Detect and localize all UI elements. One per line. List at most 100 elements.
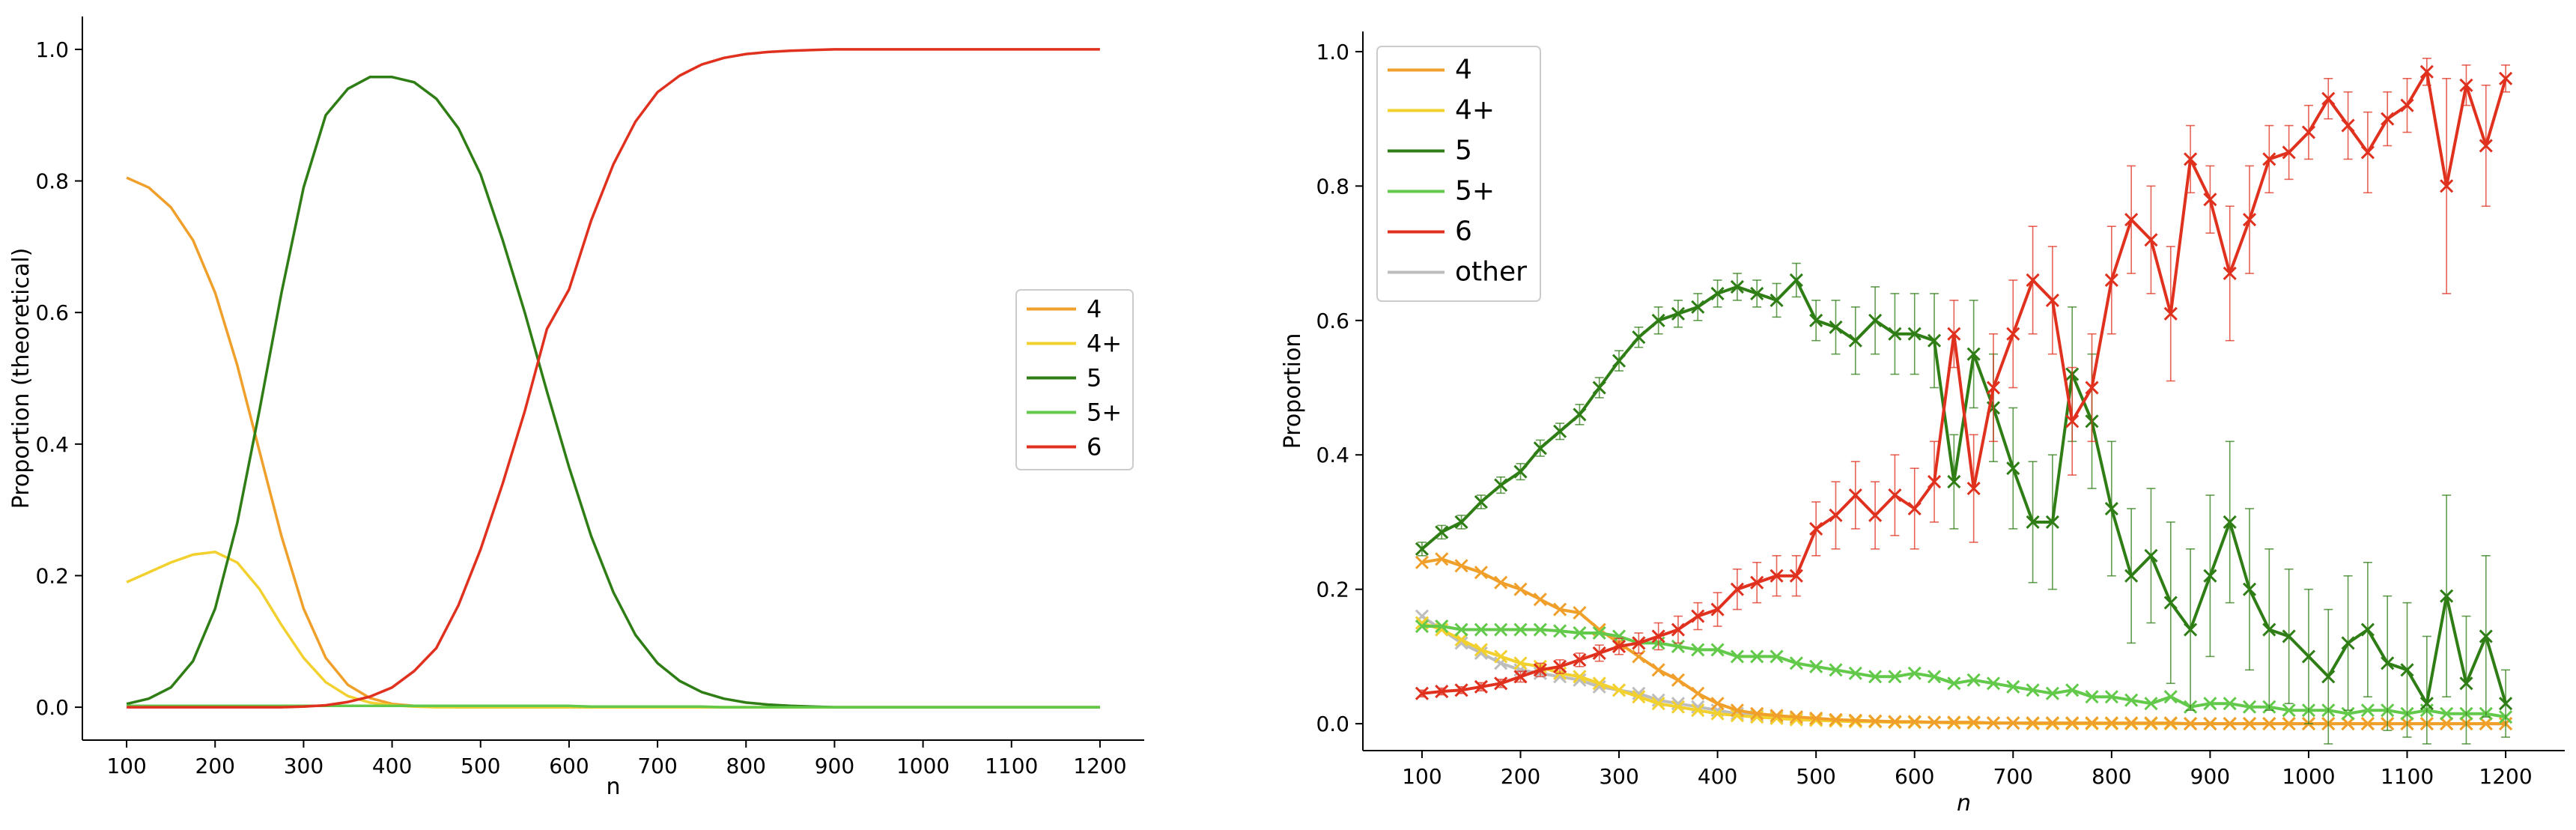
data-point-marker [1770,293,1784,307]
series-4 [126,176,1100,709]
series-line-4plus [126,551,1100,709]
data-point-marker [2242,700,2257,714]
data-point-marker [2360,717,2375,731]
data-point-marker [1770,569,1784,583]
data-point-marker [1966,347,1981,361]
data-point-marker [1868,670,1883,684]
data-point-marker [1671,306,1686,321]
data-point-marker [1573,408,1587,422]
data-point-marker [1691,703,1705,718]
data-point-marker [2419,64,2434,79]
data-point-marker [1927,475,1942,489]
data-point-marker [1435,619,1449,634]
data-point-marker [2184,717,2198,731]
data-point-marker [2459,676,2473,691]
data-point-marker [1592,676,1606,691]
legend-label: 5 [1455,136,1472,166]
data-point-marker [2242,213,2257,227]
data-point-marker [1553,624,1567,638]
data-point-marker [2301,125,2316,139]
data-point-marker [1710,286,1725,300]
data-point-marker [1809,711,1823,725]
data-point-marker [1927,333,1942,348]
x-tick-label: 600 [549,754,589,778]
data-point-marker [1435,525,1449,539]
data-point-marker [1671,700,1686,714]
data-point-marker [1750,649,1764,664]
data-point-marker [1829,320,1843,334]
y-tick-label: 0.0 [1316,712,1349,736]
data-point-marker [1513,656,1528,670]
data-point-marker [2144,697,2158,711]
data-point-marker [2104,690,2118,704]
data-point-marker [1691,609,1705,623]
data-point-marker [1651,313,1665,327]
data-point-marker [2360,622,2375,637]
data-point-marker [2203,193,2217,207]
data-point-marker [1888,488,1902,503]
data-point-marker [1553,602,1567,617]
data-point-marker [1651,663,1665,677]
data-point-marker [1632,636,1646,650]
data-point-marker [1809,521,1823,536]
data-point-marker [2203,717,2217,731]
data-point-marker [1986,716,2001,730]
legend-label: 5+ [1087,399,1122,427]
data-point-marker [1415,619,1429,634]
data-point-marker [1986,676,2001,691]
data-point-marker [1966,482,1981,496]
data-point-marker [1611,629,1626,643]
series-6 [1415,58,2513,700]
data-point-marker [2006,327,2020,341]
data-point-marker [1415,555,1429,569]
data-point-marker [1770,649,1784,664]
data-point-marker [2085,690,2099,704]
data-point-marker [1691,300,1705,314]
data-point-marker [2026,273,2040,288]
data-point-marker [1907,501,1922,516]
data-point-marker [2163,716,2178,730]
data-point-marker [1494,622,1508,637]
data-point-marker [1750,575,1764,590]
data-point-marker [1454,632,1468,647]
legend-label: other [1455,257,1527,288]
x-tick-label: 700 [1993,764,2033,789]
data-point-marker [2419,697,2434,711]
legend-label: 5+ [1455,176,1495,207]
data-point-marker [1888,670,1902,684]
legend: 4 4+ 5 5+ 6 other [1376,46,1541,302]
x-tick-label: 200 [195,754,235,778]
x-tick-label: 300 [284,754,323,778]
data-point-marker [1454,559,1468,573]
data-point-marker [1809,713,1823,727]
data-point-marker [1573,670,1587,684]
data-point-marker [1888,327,1902,341]
data-point-marker [1710,697,1725,711]
data-point-marker [1947,327,1961,341]
legend-entry-5plus: 5+ [1027,399,1122,427]
data-point-marker [2479,717,2493,731]
data-point-marker [2223,697,2237,711]
data-point-marker [1592,646,1606,660]
data-point-marker [1966,715,1981,730]
data-point-marker [1592,381,1606,395]
series-line-5plus [1421,625,2506,719]
data-point-marker [1533,441,1547,455]
data-point-marker [1750,286,1764,300]
data-point-marker [1789,273,1803,288]
x-tick-label: 400 [372,754,412,778]
data-point-marker [2045,515,2059,530]
x-tick-label: 400 [1698,764,1737,789]
data-point-marker [2045,686,2059,700]
x-tick-label: 200 [1501,764,1540,789]
data-point-marker [1415,609,1429,623]
x-tick-label: 500 [461,754,500,778]
y-tick-label: 0.8 [1316,174,1349,199]
x-tick-label: 1100 [985,754,1038,778]
data-point-marker [1907,666,1922,680]
data-point-marker [2381,656,2395,670]
data-point-marker [1435,552,1449,566]
data-point-marker [2341,717,2355,731]
data-point-marker [1691,686,1705,700]
legend-entry-4plus: 4+ [1027,330,1122,358]
